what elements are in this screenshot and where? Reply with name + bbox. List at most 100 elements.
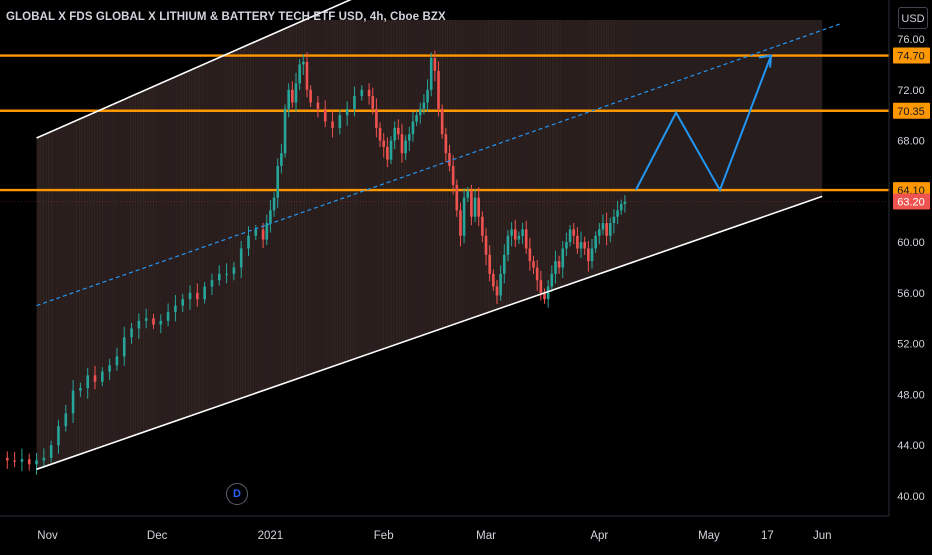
candle-body: [232, 267, 236, 274]
candle-body: [283, 108, 287, 154]
candle-body: [451, 165, 455, 185]
candle-body: [608, 223, 612, 236]
candle-body: [444, 134, 448, 154]
candle-body: [528, 248, 532, 262]
candle-body: [13, 460, 16, 462]
candle-body: [254, 229, 258, 236]
channel-upper-line: [36, 0, 352, 139]
candle-body: [455, 185, 459, 211]
candle-body: [298, 64, 301, 84]
symbol-title: GLOBAL X FDS GLOBAL X LITHIUM & BATTERY …: [6, 11, 446, 23]
candle-body: [502, 254, 506, 274]
y-tick-label: 48.00: [897, 389, 925, 401]
x-tick-label: Jun: [813, 530, 832, 542]
candle-body: [86, 375, 90, 389]
candle-body: [42, 457, 46, 461]
candle-body: [6, 457, 9, 461]
candle-body: [272, 197, 276, 211]
candle-body: [506, 235, 510, 255]
candle-body: [225, 273, 228, 275]
channel-midline: [36, 23, 841, 307]
candle-body: [188, 292, 192, 300]
candle-body: [371, 96, 375, 109]
candle-body: [108, 365, 111, 372]
y-tick-label: 76.00: [897, 34, 925, 46]
candle-body: [210, 280, 214, 287]
candle-body: [71, 390, 75, 414]
candle-body: [524, 229, 528, 249]
x-tick-label: 17: [761, 530, 774, 542]
candle-body: [64, 413, 68, 427]
x-tick-label: May: [698, 530, 720, 542]
candle-body: [495, 286, 499, 296]
candle-body: [323, 108, 327, 122]
candle-body: [196, 292, 199, 300]
candle-body: [367, 89, 371, 97]
candle-body: [619, 204, 623, 211]
candle-body: [470, 191, 473, 217]
candle-body: [93, 375, 97, 382]
candle-body: [499, 273, 502, 296]
candle-body: [598, 229, 601, 236]
candle-body: [49, 445, 53, 458]
y-tick-label: 56.00: [897, 288, 925, 300]
candle-body: [550, 273, 554, 287]
candle-body: [35, 460, 38, 465]
candle-body: [517, 235, 521, 240]
price-label-box: [893, 102, 930, 119]
candle-body: [510, 229, 513, 236]
candle-body: [587, 248, 590, 262]
candle-body: [407, 134, 411, 141]
price-axis-panel: [889, 0, 932, 550]
y-tick-label: 60.00: [897, 237, 925, 249]
channel-lower-line: [36, 195, 823, 471]
price-label: 74.70: [897, 51, 925, 63]
y-tick-label: 44.00: [897, 440, 925, 452]
horizontal-levels: [0, 54, 889, 202]
candle-body: [437, 70, 440, 109]
candle-body: [130, 328, 133, 338]
candle-body: [422, 102, 426, 109]
projection-arrowhead: [758, 54, 773, 68]
candle-body: [535, 267, 539, 281]
candle-body: [557, 261, 561, 268]
candlesticks: [6, 50, 627, 475]
x-tick-label: Feb: [374, 530, 394, 542]
candle-body: [411, 121, 415, 135]
candle-body: [583, 242, 586, 249]
candle-body: [513, 229, 517, 240]
candle-body: [594, 235, 597, 249]
candle-body: [331, 121, 334, 128]
candle-body: [492, 273, 495, 287]
dividend-marker[interactable]: D: [226, 483, 248, 505]
candle-body: [309, 89, 312, 103]
candle-body: [247, 235, 250, 249]
currency-button[interactable]: USD: [898, 7, 928, 29]
candle-body: [418, 108, 422, 116]
candle-body: [488, 254, 491, 274]
candle-body: [360, 89, 364, 97]
price-label-box: [893, 193, 930, 210]
candle-body: [382, 140, 386, 147]
candle-body: [561, 248, 565, 268]
candle-body: [338, 115, 342, 128]
price-label: 63.20: [897, 197, 925, 209]
channel-fill: [36, 20, 823, 470]
price-label-box: [893, 47, 930, 64]
candle-body: [554, 261, 557, 274]
candle-body: [623, 201, 627, 205]
y-tick-label: 72.00: [897, 85, 925, 97]
price-label: 70.35: [897, 106, 925, 118]
candle-body: [532, 261, 535, 268]
candle-body: [137, 320, 141, 329]
candle-body: [426, 89, 429, 103]
candle-body: [539, 280, 543, 293]
candle-body: [579, 242, 583, 249]
candle-body: [378, 127, 382, 141]
x-tick-label: 2021: [258, 530, 284, 542]
candle-body: [166, 311, 170, 321]
candle-body: [276, 165, 280, 198]
channel-lines: [36, 0, 841, 471]
